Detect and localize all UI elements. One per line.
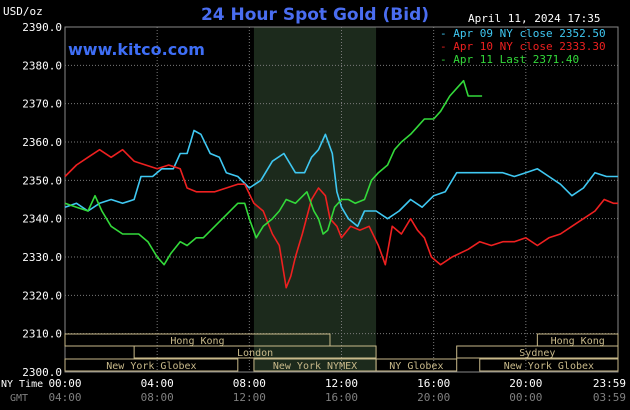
- y-tick-label: 2360.0: [22, 136, 62, 149]
- session-box: [133, 345, 377, 359]
- y-tick-label: 2390.0: [22, 21, 62, 34]
- x-tick-label: 00:00: [48, 377, 81, 390]
- session-box: [479, 358, 619, 372]
- session-label: New York NYMEX: [273, 361, 357, 372]
- series-line-2: [64, 79, 483, 266]
- x-tick-label: 20:00: [509, 377, 542, 390]
- session-label: Hong Kong: [170, 336, 224, 347]
- legend-entry: - Apr 11 Last 2371.40: [440, 53, 580, 66]
- x-tick-label: 12:00: [325, 377, 358, 390]
- session-label: Sydney: [519, 348, 555, 359]
- session-box: [456, 345, 619, 359]
- y-tick-label: 2340.0: [22, 213, 62, 226]
- series-line-0: [64, 129, 618, 228]
- plot-frame: [64, 26, 619, 373]
- session-box: [375, 358, 458, 372]
- y-tick-label: 2300.0: [22, 366, 62, 379]
- legend-entry: - Apr 10 NY close 2333.30: [440, 40, 606, 53]
- x-tick-label: 23:59: [593, 377, 626, 390]
- nymex-session-highlight: [253, 27, 377, 372]
- x-tick-label: 08:00: [233, 377, 266, 390]
- y-tick-label: 2330.0: [22, 251, 62, 264]
- y-tick-label: 2310.0: [22, 328, 62, 341]
- kitco-watermark: www.kitco.com: [68, 40, 205, 59]
- y-tick-label: 2350.0: [22, 174, 62, 187]
- x-tick-label: 16:00: [417, 377, 450, 390]
- session-box: [64, 358, 239, 372]
- gmt-tick-label: 16:00: [325, 391, 358, 404]
- series-line-1: [64, 148, 618, 289]
- gmt-axis-label: GMT: [10, 393, 28, 404]
- y-axis-unit-label: USD/oz: [3, 5, 43, 18]
- y-tick-label: 2320.0: [22, 289, 62, 302]
- chart-datetime: April 11, 2024 17:35: [468, 12, 601, 25]
- gmt-tick-label: 20:00: [417, 391, 450, 404]
- session-label: New York Globex: [106, 361, 196, 372]
- session-label: Hong Kong: [551, 336, 605, 347]
- chart-title: 24 Hour Spot Gold (Bid): [200, 5, 430, 25]
- ny-time-axis-label: NY Time: [1, 379, 43, 390]
- y-tick-label: 2370.0: [22, 98, 62, 111]
- gmt-tick-label: 08:00: [141, 391, 174, 404]
- gmt-tick-label: 04:00: [48, 391, 81, 404]
- gmt-tick-label: 00:00: [509, 391, 542, 404]
- gmt-tick-label: 12:00: [233, 391, 266, 404]
- x-tick-label: 04:00: [141, 377, 174, 390]
- chart-legend: - Apr 09 NY close 2352.50- Apr 10 NY clo…: [440, 27, 606, 66]
- gmt-tick-label: 03:59: [593, 391, 626, 404]
- y-tick-label: 2380.0: [22, 59, 62, 72]
- session-label: New York Globex: [504, 361, 594, 372]
- legend-entry: - Apr 09 NY close 2352.50: [440, 27, 606, 40]
- session-label: London: [237, 348, 273, 359]
- session-label: NY Globex: [389, 361, 443, 372]
